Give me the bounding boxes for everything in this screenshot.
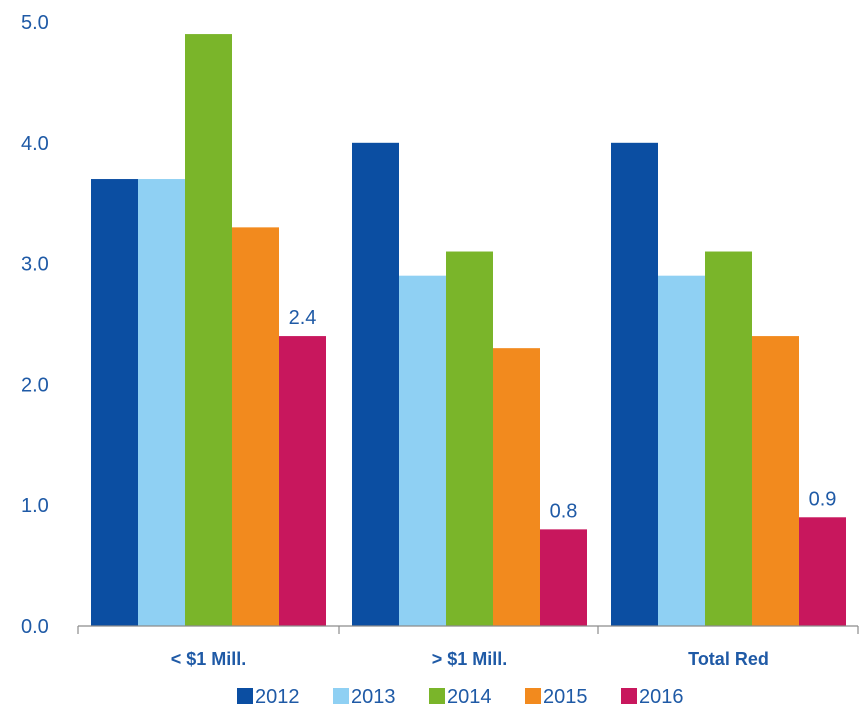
legend-swatch-2015 (525, 688, 541, 704)
legend-label: 2016 (639, 686, 684, 708)
data-label: 0.8 (550, 500, 578, 522)
bar-2015-1 (493, 348, 540, 626)
legend: 2012 2013 2014 2015 2016 (237, 686, 684, 708)
legend-swatch-2016 (621, 688, 637, 704)
bar-2013-1 (399, 275, 446, 626)
y-axis: 0.0 1.0 2.0 3.0 4.0 5.0 (21, 12, 49, 638)
bar-2013-0 (138, 179, 185, 627)
bar-2016-2 (799, 517, 846, 626)
legend-swatch-2014 (429, 688, 445, 704)
data-label: 2.4 (289, 307, 317, 329)
legend-label: 2013 (351, 686, 396, 708)
bar-2012-1 (352, 142, 399, 627)
legend-swatch-2013 (333, 688, 349, 704)
bar-2013-2 (658, 275, 705, 626)
bar-2016-1 (540, 529, 587, 626)
y-tick-label: 0.0 (21, 616, 49, 638)
data-label: 0.9 (809, 488, 837, 510)
bar-2015-2 (752, 336, 799, 626)
x-axis: < $1 Mill. > $1 Mill. Total Red (77, 625, 859, 669)
bar-2014-0 (185, 34, 232, 626)
x-category-label: > $1 Mill. (432, 649, 508, 669)
bar-2014-2 (705, 251, 752, 626)
bar-2014-1 (446, 251, 493, 626)
legend-swatch-2012 (237, 688, 253, 704)
x-category-label: Total Red (688, 649, 769, 669)
bar-2012-0 (91, 179, 138, 627)
legend-label: 2014 (447, 686, 492, 708)
legend-label: 2012 (255, 686, 300, 708)
bars-group (91, 34, 846, 627)
y-tick-label: 5.0 (21, 12, 49, 34)
bar-2012-2 (611, 142, 658, 627)
y-tick-label: 4.0 (21, 133, 49, 155)
bar-2016-0 (279, 336, 326, 626)
y-tick-label: 3.0 (21, 254, 49, 276)
x-category-label: < $1 Mill. (171, 649, 247, 669)
y-tick-label: 1.0 (21, 495, 49, 517)
bar-2015-0 (232, 227, 279, 627)
y-tick-label: 2.0 (21, 374, 49, 396)
data-labels-group: 2.4 0.8 0.9 (289, 307, 837, 522)
legend-label: 2015 (543, 686, 588, 708)
